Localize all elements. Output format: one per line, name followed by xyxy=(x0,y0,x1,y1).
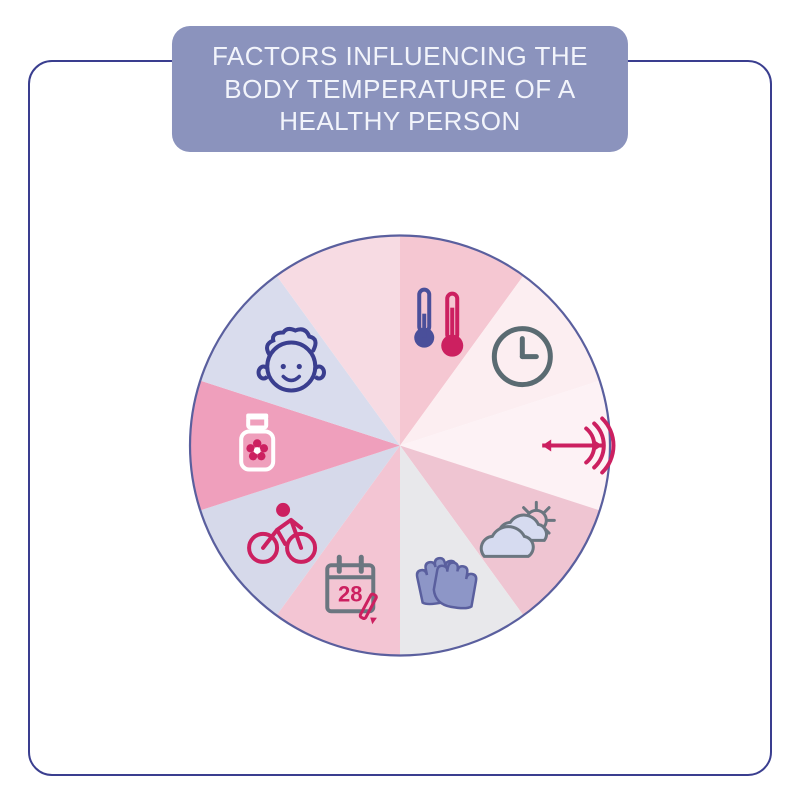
factor-wheel: 28 xyxy=(180,226,620,671)
title-pill: FACTORS INFLUENCING THE BODY TEMPERATURE… xyxy=(172,26,628,152)
title-line-2: BODY TEMPERATURE OF A xyxy=(212,73,588,106)
title-line-3: HEALTHY PERSON xyxy=(212,105,588,138)
title-line-1: FACTORS INFLUENCING THE xyxy=(212,40,588,73)
calendar-value: 28 xyxy=(338,581,362,606)
